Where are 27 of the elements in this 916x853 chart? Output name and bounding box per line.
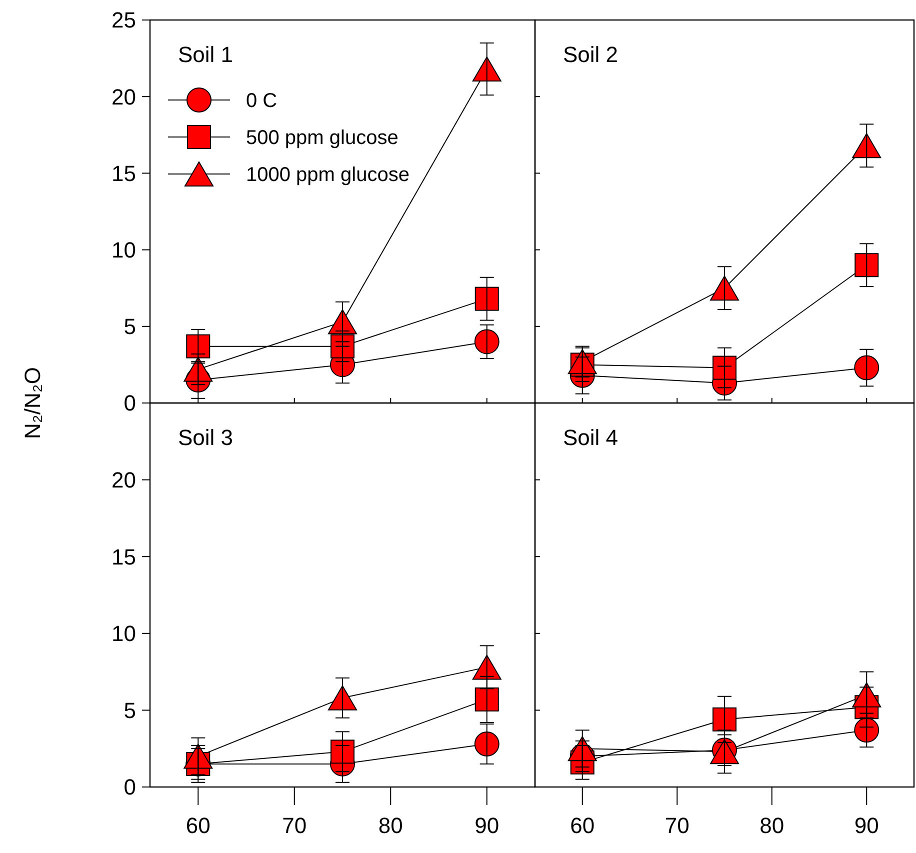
y-tick-label: 5	[124, 698, 136, 723]
y-tick-label: 0	[124, 774, 136, 800]
text: Soil 1	[178, 42, 234, 67]
text: Soil 2	[563, 42, 618, 67]
x-tick-label: 70	[282, 813, 307, 838]
y-tick-label: 15	[112, 544, 136, 570]
legend-label: 0 C	[246, 90, 278, 112]
y-tick-label: 0	[124, 390, 136, 416]
y-tick-label: 20	[112, 84, 136, 110]
legend-label: 500 ppm glucose	[246, 127, 398, 149]
x-tick-label: 90	[474, 813, 500, 838]
text: Soil 3	[178, 425, 234, 450]
y-tick-label: 5	[124, 314, 136, 340]
x-tick-label: 80	[378, 813, 403, 838]
y-tick-label: 10	[112, 621, 136, 646]
x-tick-label: 70	[664, 813, 690, 838]
x-tick-label: 90	[854, 813, 879, 838]
x-tick-label: 80	[760, 813, 784, 838]
y-tick-label: 25	[112, 8, 136, 33]
text: Soil 4	[563, 425, 618, 450]
x-tick-label: 60	[186, 813, 210, 838]
y-tick-label: 15	[112, 160, 136, 186]
y-tick-label: 20	[112, 468, 136, 492]
legend-label: 1000 ppm glucose	[246, 164, 410, 186]
y-tick-label: 10	[112, 238, 136, 262]
y-axis-title: N₂/N₂O	[20, 366, 45, 440]
x-tick-label: 60	[570, 813, 595, 838]
